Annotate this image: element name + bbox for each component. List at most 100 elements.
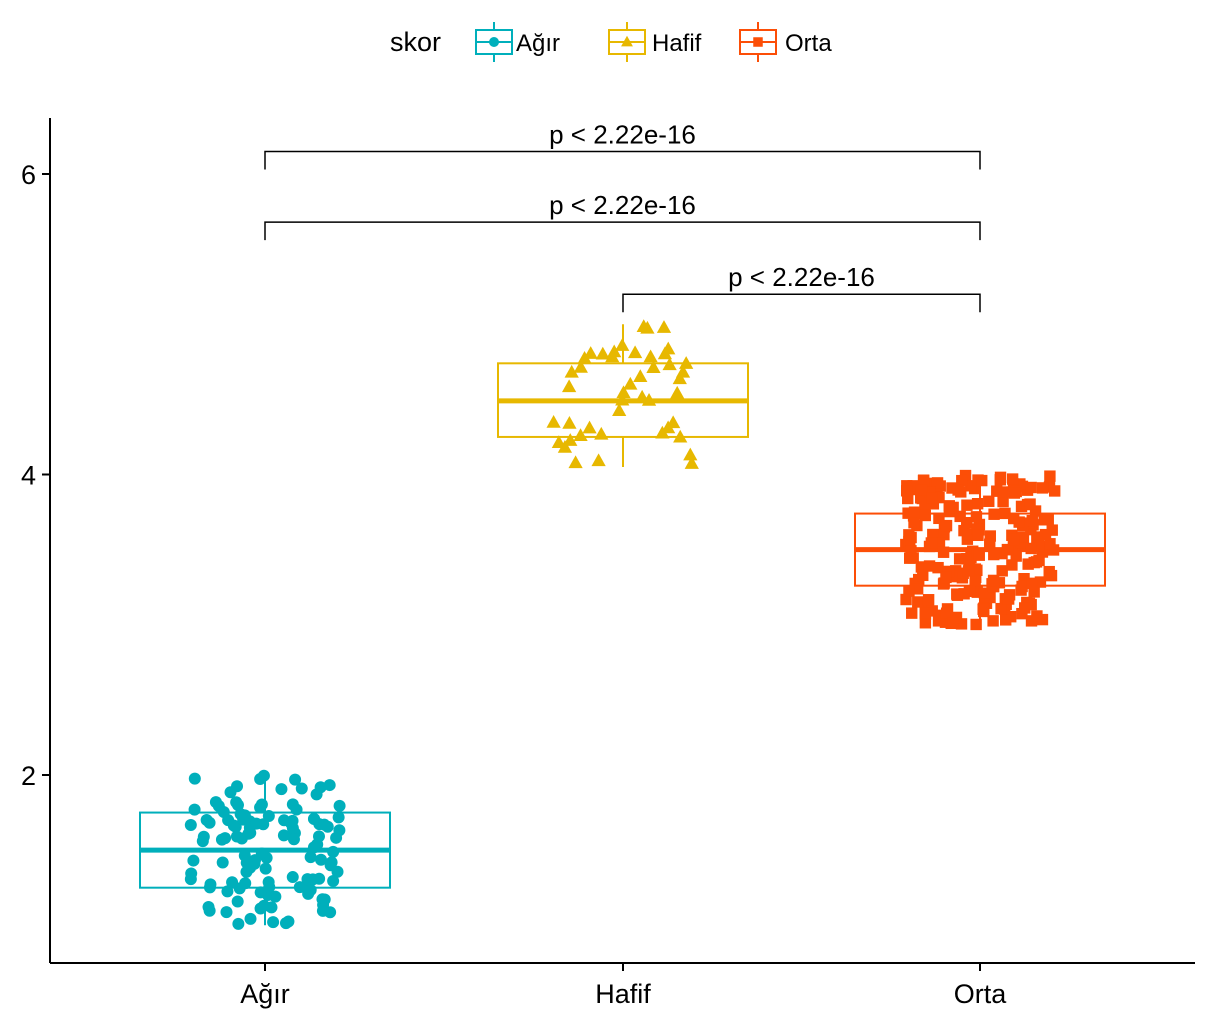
data-point <box>911 583 924 595</box>
data-point <box>209 796 222 809</box>
data-point <box>903 535 915 548</box>
data-point <box>997 486 1009 498</box>
data-point <box>1032 539 1045 552</box>
data-point <box>563 433 578 446</box>
data-point <box>1024 498 1036 510</box>
data-point <box>282 915 295 928</box>
data-point <box>962 528 974 540</box>
data-point <box>1033 554 1045 567</box>
data-point <box>924 486 936 498</box>
data-point <box>594 426 609 440</box>
data-point <box>932 615 945 627</box>
data-point <box>969 575 981 587</box>
data-point <box>333 799 346 812</box>
data-point <box>956 474 968 487</box>
data-point <box>230 830 243 843</box>
data-point <box>295 782 308 795</box>
data-point <box>655 425 670 439</box>
data-point <box>970 618 982 631</box>
x-tick-label: Orta <box>954 979 1007 1009</box>
data-point <box>933 512 945 525</box>
data-point <box>940 571 952 584</box>
data-point <box>675 364 691 378</box>
data-point <box>972 529 984 542</box>
plot-area: p < 2.22e-16 p < 2.22e-16 p < 2.22e-16 <box>139 119 1106 930</box>
legend-circle-icon <box>489 37 499 47</box>
data-point <box>304 851 317 864</box>
data-point <box>562 415 577 429</box>
data-point <box>275 783 288 796</box>
data-point <box>184 819 197 832</box>
data-point <box>670 385 685 399</box>
legend-triangle-icon <box>621 35 633 47</box>
data-point <box>999 507 1011 520</box>
points-Ağır <box>184 769 346 930</box>
data-point <box>1007 533 1020 546</box>
data-point <box>562 379 577 393</box>
data-point <box>1016 580 1028 593</box>
data-point <box>950 565 962 577</box>
data-point <box>314 781 327 794</box>
data-point <box>327 845 340 858</box>
points-Hafif <box>546 319 699 469</box>
data-point <box>673 429 688 443</box>
data-point <box>923 560 936 572</box>
data-point <box>231 799 244 812</box>
data-point <box>1034 576 1047 588</box>
data-point <box>1002 593 1015 605</box>
data-point <box>1028 586 1040 598</box>
axes: 2 4 6 Ağır Hafif Orta <box>21 118 1195 1009</box>
data-point <box>591 453 606 467</box>
data-point <box>1016 607 1028 620</box>
data-point <box>220 906 233 919</box>
data-point <box>907 480 919 492</box>
data-point <box>902 492 914 505</box>
data-point <box>908 506 921 518</box>
data-point <box>987 574 1000 587</box>
data-point <box>262 876 275 889</box>
data-point <box>286 871 299 884</box>
data-point <box>987 580 1000 593</box>
data-point <box>942 565 955 578</box>
data-point <box>573 428 588 442</box>
data-point <box>250 817 263 830</box>
data-point <box>267 916 280 929</box>
data-point <box>577 350 592 364</box>
legend: skor Ağır Hafif Orta <box>390 22 832 62</box>
data-point <box>1006 559 1018 571</box>
data-point <box>991 485 1003 497</box>
data-point <box>615 338 630 351</box>
data-point <box>927 528 939 541</box>
data-point <box>289 773 302 786</box>
data-point <box>1039 528 1052 541</box>
data-point <box>204 878 217 891</box>
data-point <box>1022 558 1034 570</box>
data-point <box>666 415 681 429</box>
data-point <box>233 882 246 895</box>
data-point <box>951 588 963 600</box>
data-point <box>961 499 973 511</box>
data-point <box>1015 537 1027 549</box>
data-point <box>926 492 938 504</box>
legend-label: Ağır <box>516 30 560 57</box>
data-point <box>965 480 977 492</box>
x-tick-label: Hafif <box>595 979 651 1009</box>
data-point <box>643 349 658 363</box>
data-point <box>1019 602 1031 614</box>
data-point <box>905 545 917 557</box>
data-point <box>244 826 257 839</box>
y-tick-label: 2 <box>21 761 36 791</box>
data-point <box>961 553 973 565</box>
data-point <box>307 841 320 854</box>
data-point <box>988 548 1000 561</box>
data-point <box>636 319 651 333</box>
data-point <box>278 814 291 827</box>
data-point <box>908 517 920 529</box>
data-point <box>188 772 201 785</box>
data-point <box>953 553 966 565</box>
data-point <box>258 899 271 912</box>
data-point <box>683 447 698 461</box>
data-point <box>950 611 963 624</box>
data-point <box>997 495 1009 508</box>
